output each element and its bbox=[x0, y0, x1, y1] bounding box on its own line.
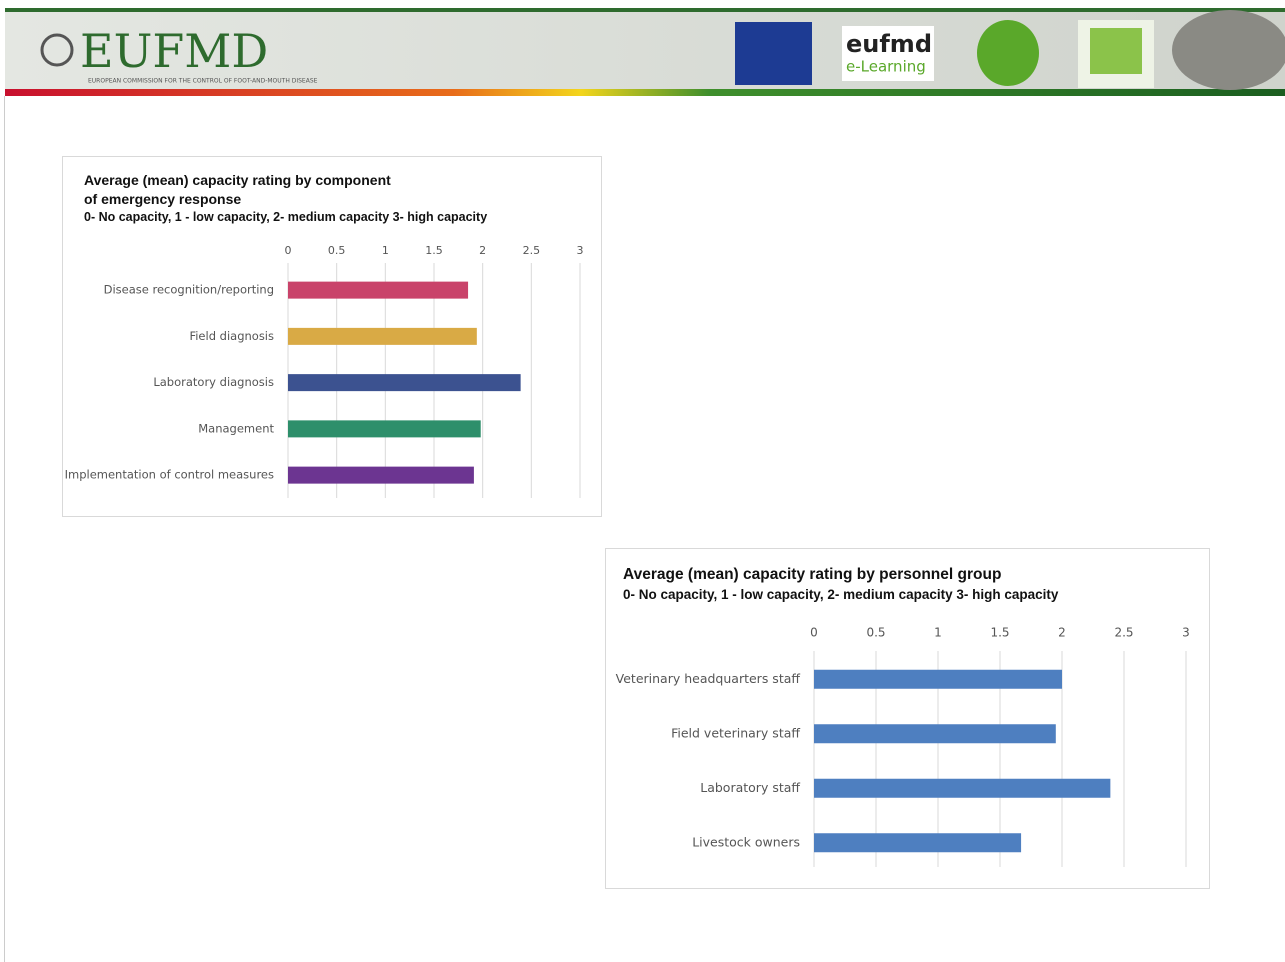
header-banner: EUFMD EUROPEAN COMMISSION FOR THE CONTRO… bbox=[0, 0, 1285, 98]
x-tick-label: 0.5 bbox=[328, 244, 346, 257]
plot: 0 0.5 1 1.5 2 2.5 3 Veterinary headquarters sta… bbox=[606, 549, 1209, 888]
y-tick-label: Field diagnosis bbox=[189, 329, 274, 343]
bar bbox=[814, 779, 1110, 798]
slide: EUFMD EUROPEAN COMMISSION FOR THE CONTRO… bbox=[0, 0, 1285, 962]
y-tick-label: Veterinary headquarters staff bbox=[616, 671, 801, 686]
x-tick-label: 0 bbox=[285, 244, 292, 257]
bar bbox=[814, 670, 1062, 689]
y-tick-label: Field veterinary staff bbox=[671, 725, 800, 740]
elearning-text: e-Learning bbox=[846, 58, 926, 76]
chart-box: Average (mean) capacity rating by compon… bbox=[62, 156, 602, 517]
y-tick-label: Implementation of control measures bbox=[65, 468, 274, 482]
bar bbox=[288, 467, 474, 484]
x-tick-label: 1.5 bbox=[990, 626, 1009, 640]
y-tick-label: Management bbox=[198, 421, 274, 435]
x-tick-label: 2.5 bbox=[1114, 626, 1133, 640]
x-tick-label: 3 bbox=[1182, 626, 1190, 640]
bar bbox=[288, 374, 521, 391]
x-tick-label: 1.5 bbox=[425, 244, 443, 257]
x-tick-label: 1 bbox=[934, 626, 942, 640]
bar bbox=[288, 420, 481, 437]
x-tick-label: 1 bbox=[382, 244, 389, 257]
bar bbox=[288, 328, 477, 345]
x-tick-label: 3 bbox=[577, 244, 584, 257]
x-tick-label: 2.5 bbox=[523, 244, 541, 257]
bar bbox=[814, 724, 1056, 743]
y-tick-label: Laboratory diagnosis bbox=[153, 375, 274, 389]
x-tick-label: 2 bbox=[1058, 626, 1066, 640]
elearning-logo: eufmd bbox=[846, 30, 932, 58]
y-tick-label: Livestock owners bbox=[692, 834, 800, 849]
x-tick-label: 0 bbox=[810, 626, 818, 640]
page-border bbox=[4, 96, 5, 962]
plot: 0 0.5 1 1.5 2 2.5 3 Disease recognition/reporti… bbox=[63, 157, 601, 516]
logo-tagline: EUROPEAN COMMISSION FOR THE CONTROL OF F… bbox=[88, 78, 318, 85]
x-tick-label: 2 bbox=[479, 244, 486, 257]
x-tick-label: 0.5 bbox=[866, 626, 885, 640]
logo-text: EUFMD bbox=[80, 24, 268, 78]
y-tick-label: Disease recognition/reporting bbox=[104, 283, 274, 297]
chart-box: Average (mean) capacity rating by person… bbox=[605, 548, 1210, 889]
y-tick-label: Laboratory staff bbox=[700, 780, 800, 795]
bar bbox=[288, 282, 468, 299]
bar bbox=[814, 833, 1021, 852]
